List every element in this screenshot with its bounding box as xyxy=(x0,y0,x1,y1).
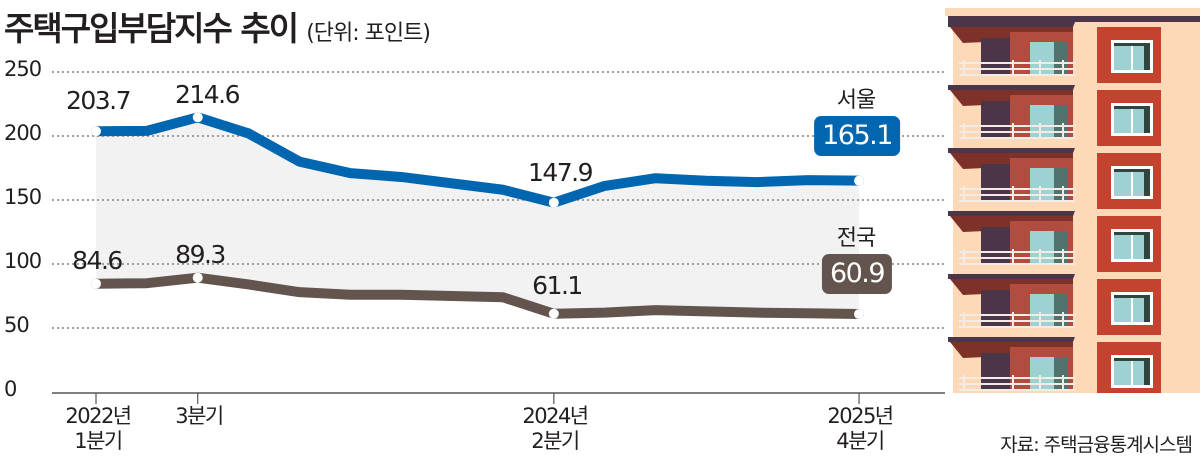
x-tick-quarter: 2분기 xyxy=(531,429,580,453)
national-label-2024q2: 61.1 xyxy=(532,271,583,300)
national-point-marker xyxy=(548,308,559,319)
seoul-point-marker xyxy=(854,175,865,186)
national-line xyxy=(91,272,865,320)
data-point-markers xyxy=(91,112,865,320)
y-tick-150: 150 xyxy=(4,185,42,209)
series-lines xyxy=(91,112,865,320)
seoul-label-2024q2: 147.9 xyxy=(527,158,594,187)
x-tick-quarter: 4분기 xyxy=(836,429,885,453)
national-label-2022q1: 84.6 xyxy=(72,246,123,275)
apartment-building-illustration xyxy=(945,8,1200,393)
seoul-point-marker xyxy=(192,112,203,123)
national-series-label: 전국 xyxy=(836,226,876,251)
seoul-point-marker xyxy=(91,126,101,137)
x-tick-2024q2: 2024년 2분기 xyxy=(522,404,589,454)
chart-title-main: 주택구입부담지수 추이 xyxy=(4,9,299,48)
y-tick-100: 100 xyxy=(4,249,42,273)
x-tick-2022q3: 3분기 xyxy=(175,404,224,429)
national-latest-value-badge: 60.9 xyxy=(821,254,893,294)
national-point-marker xyxy=(192,272,203,283)
seoul-series-label: 서울 xyxy=(836,88,876,113)
seoul-latest-value-badge: 165.1 xyxy=(814,116,900,156)
national-label-2022q3: 89.3 xyxy=(175,240,226,269)
x-tick-year: 2025년 xyxy=(827,404,894,428)
seoul-point-marker xyxy=(548,197,559,208)
chart-unit: (단위: 포인트) xyxy=(306,21,431,46)
x-tick-quarter: 3분기 xyxy=(175,404,224,428)
x-tick-year: 2022년 xyxy=(65,404,132,428)
national-point-marker xyxy=(91,278,101,289)
seoul-label-2022q3: 214.6 xyxy=(174,80,241,109)
x-tick-2025q4: 2025년 4분기 xyxy=(827,404,894,454)
seoul-label-2022q1: 203.7 xyxy=(65,86,132,115)
x-tick-2022q1: 2022년 1분기 xyxy=(65,404,132,454)
y-tick-50: 50 xyxy=(4,313,30,337)
national-point-marker xyxy=(854,309,865,320)
y-tick-200: 200 xyxy=(4,121,42,145)
chart-title: 주택구입부담지수 추이 (단위: 포인트) xyxy=(4,2,431,50)
y-tick-250: 250 xyxy=(4,57,42,81)
area-fill-between-series xyxy=(96,117,860,315)
x-axis xyxy=(52,392,945,404)
gridlines xyxy=(52,71,945,329)
y-tick-0: 0 xyxy=(4,377,17,401)
seoul-line xyxy=(91,112,865,208)
x-tick-year: 2024년 xyxy=(522,404,589,428)
source-note: 자료: 주택금융통계시스템 xyxy=(1000,434,1193,456)
x-tick-quarter: 1분기 xyxy=(74,429,123,453)
